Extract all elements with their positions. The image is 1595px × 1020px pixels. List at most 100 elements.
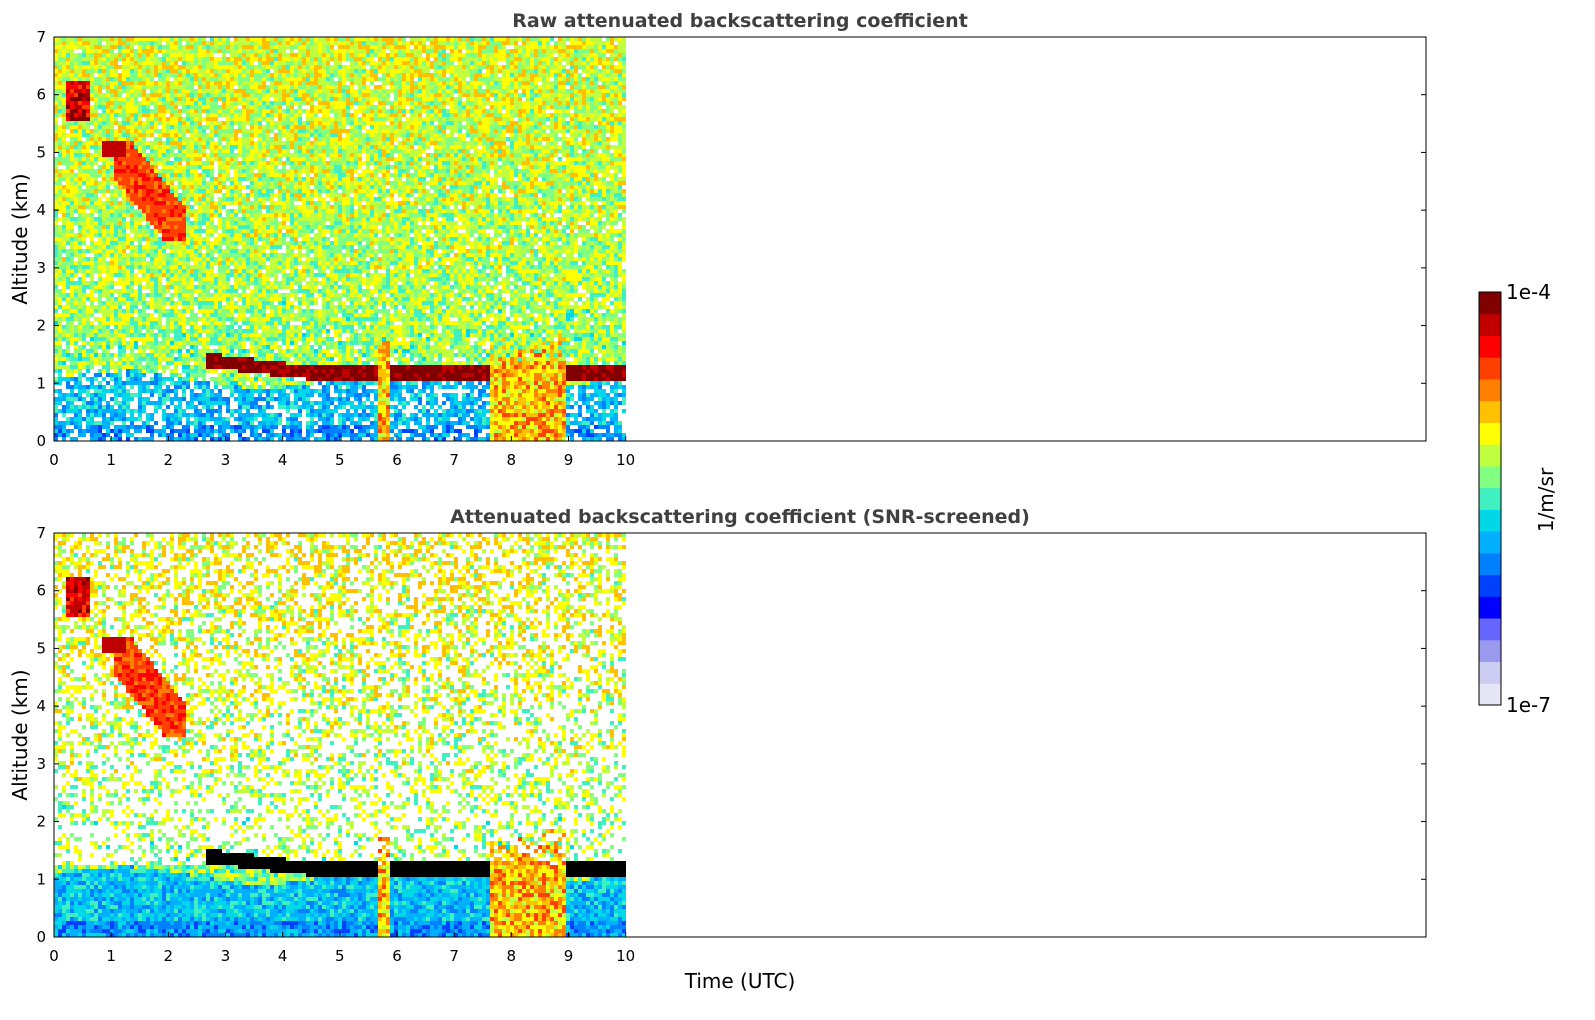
heatmap-cell <box>58 157 62 161</box>
heatmap-cell <box>186 197 190 201</box>
heatmap-cell <box>182 209 186 213</box>
heatmap-cell <box>74 77 78 81</box>
heatmap-cell <box>170 145 174 149</box>
heatmap-cell <box>146 237 150 241</box>
heatmap-cell <box>242 37 246 41</box>
heatmap-cell <box>150 133 154 137</box>
heatmap-cell <box>158 241 162 245</box>
heatmap-cell <box>90 429 94 433</box>
top-panel-title: Raw attenuated backscattering coefficien… <box>512 10 968 32</box>
heatmap-cell <box>162 145 166 149</box>
heatmap-cell <box>114 41 118 45</box>
heatmap-cell <box>218 213 222 217</box>
heatmap-cell <box>262 301 266 305</box>
heatmap-cell <box>166 209 170 213</box>
heatmap-cell <box>170 169 174 173</box>
heatmap-cell <box>82 257 86 261</box>
heatmap-cell <box>158 377 162 381</box>
heatmap-cell <box>74 165 78 169</box>
heatmap-cell <box>266 97 270 101</box>
heatmap-cell <box>94 269 98 273</box>
heatmap-cell <box>102 165 106 169</box>
heatmap-cell <box>98 325 102 329</box>
heatmap-cell <box>230 53 234 57</box>
heatmap-cell <box>242 289 246 293</box>
heatmap-cell <box>162 261 166 265</box>
heatmap-cell <box>110 41 114 45</box>
heatmap-cell <box>146 93 150 97</box>
heatmap-cell <box>170 225 174 229</box>
heatmap-cell <box>190 253 194 257</box>
heatmap-cell <box>126 313 130 317</box>
heatmap-cell <box>98 45 102 49</box>
heatmap-cell <box>102 65 106 69</box>
heatmap-cell <box>126 233 130 237</box>
heatmap-cell <box>78 377 82 381</box>
heatmap-cell <box>142 405 146 409</box>
heatmap-cell <box>270 105 274 109</box>
heatmap-cell <box>174 37 178 41</box>
heatmap-cell <box>162 433 166 437</box>
heatmap-cell <box>58 429 62 433</box>
heatmap-cell <box>82 233 86 237</box>
heatmap-cell <box>238 65 242 69</box>
heatmap-cell <box>82 241 86 245</box>
heatmap-cell <box>150 177 154 181</box>
heatmap-cell <box>86 261 90 265</box>
heatmap-cell <box>170 93 174 97</box>
heatmap-cell <box>82 429 86 433</box>
heatmap-cell <box>90 69 94 73</box>
heatmap-cell <box>146 105 150 109</box>
heatmap-cell <box>194 37 198 41</box>
heatmap-cell <box>106 353 110 357</box>
heatmap-cell <box>246 193 250 197</box>
heatmap-cell <box>138 293 142 297</box>
heatmap-cell <box>186 401 190 405</box>
heatmap-cell <box>222 53 226 57</box>
heatmap-cell <box>206 353 210 357</box>
heatmap-cell <box>90 365 94 369</box>
heatmap-cell <box>270 197 274 201</box>
heatmap-cell <box>142 265 146 269</box>
heatmap-cell <box>246 321 250 325</box>
heatmap-cell <box>222 437 226 441</box>
heatmap-cell <box>242 345 246 349</box>
heatmap-cell <box>110 97 114 101</box>
heatmap-cell <box>182 133 186 137</box>
heatmap-cell <box>234 193 238 197</box>
heatmap-cell <box>170 345 174 349</box>
heatmap-cell <box>262 309 266 313</box>
heatmap-cell <box>242 205 246 209</box>
heatmap-cell <box>166 317 170 321</box>
heatmap-cell <box>98 129 102 133</box>
heatmap-cell <box>230 245 234 249</box>
heatmap-cell <box>190 229 194 233</box>
heatmap-cell <box>222 257 226 261</box>
heatmap-cell <box>62 349 66 353</box>
heatmap-cell <box>130 317 134 321</box>
heatmap-cell <box>214 333 218 337</box>
heatmap-cell <box>54 265 58 269</box>
heatmap-cell <box>170 325 174 329</box>
heatmap-cell <box>258 225 262 229</box>
heatmap-cell <box>98 405 102 409</box>
heatmap-cell <box>222 253 226 257</box>
heatmap-cell <box>106 157 110 161</box>
heatmap-cell <box>230 373 234 377</box>
heatmap-cell <box>70 377 74 381</box>
heatmap-cell <box>118 65 122 69</box>
heatmap-cell <box>82 281 86 285</box>
heatmap-cell <box>66 57 70 61</box>
heatmap-cell <box>142 381 146 385</box>
heatmap-cell <box>90 193 94 197</box>
heatmap-cell <box>206 125 210 129</box>
heatmap-cell <box>198 205 202 209</box>
heatmap-cell <box>246 365 250 369</box>
heatmap-cell <box>258 157 262 161</box>
heatmap-cell <box>214 349 218 353</box>
heatmap-cell <box>130 125 134 129</box>
heatmap-cell <box>226 329 230 333</box>
heatmap-cell <box>166 153 170 157</box>
heatmap-cell <box>150 121 154 125</box>
heatmap-cell <box>234 381 238 385</box>
